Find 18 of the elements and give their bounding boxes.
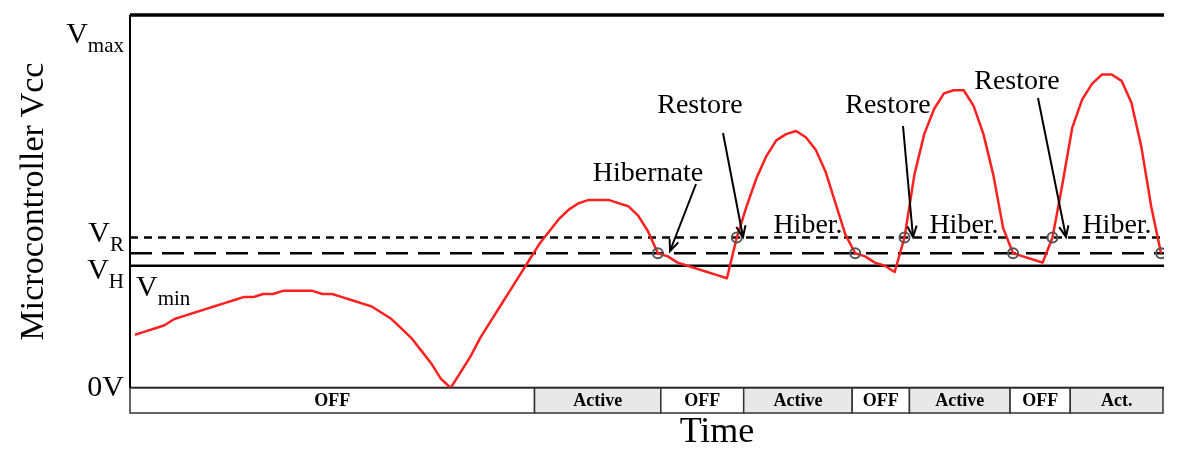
text: Active xyxy=(935,390,985,411)
annotation: Hibernate xyxy=(592,156,704,188)
text: Act. xyxy=(1100,390,1133,411)
text: OFF xyxy=(862,390,899,411)
text: Active xyxy=(573,390,623,411)
ref-line-label: 0V xyxy=(87,369,125,402)
text: OFF xyxy=(314,390,351,411)
annotation: Restore xyxy=(657,88,743,120)
annotation: Hiber. xyxy=(929,208,999,240)
text: OFF xyxy=(684,390,721,411)
annotation: Hiber. xyxy=(773,208,843,240)
annotation: Restore xyxy=(974,64,1060,96)
x-axis-title: Time xyxy=(679,410,755,451)
annotation: Hiber. xyxy=(1082,208,1152,240)
text: Active xyxy=(773,390,823,411)
text: OFF xyxy=(1022,390,1059,411)
annotation: Restore xyxy=(845,88,931,120)
y-axis-title: Microcontroller Vcc xyxy=(12,62,50,341)
